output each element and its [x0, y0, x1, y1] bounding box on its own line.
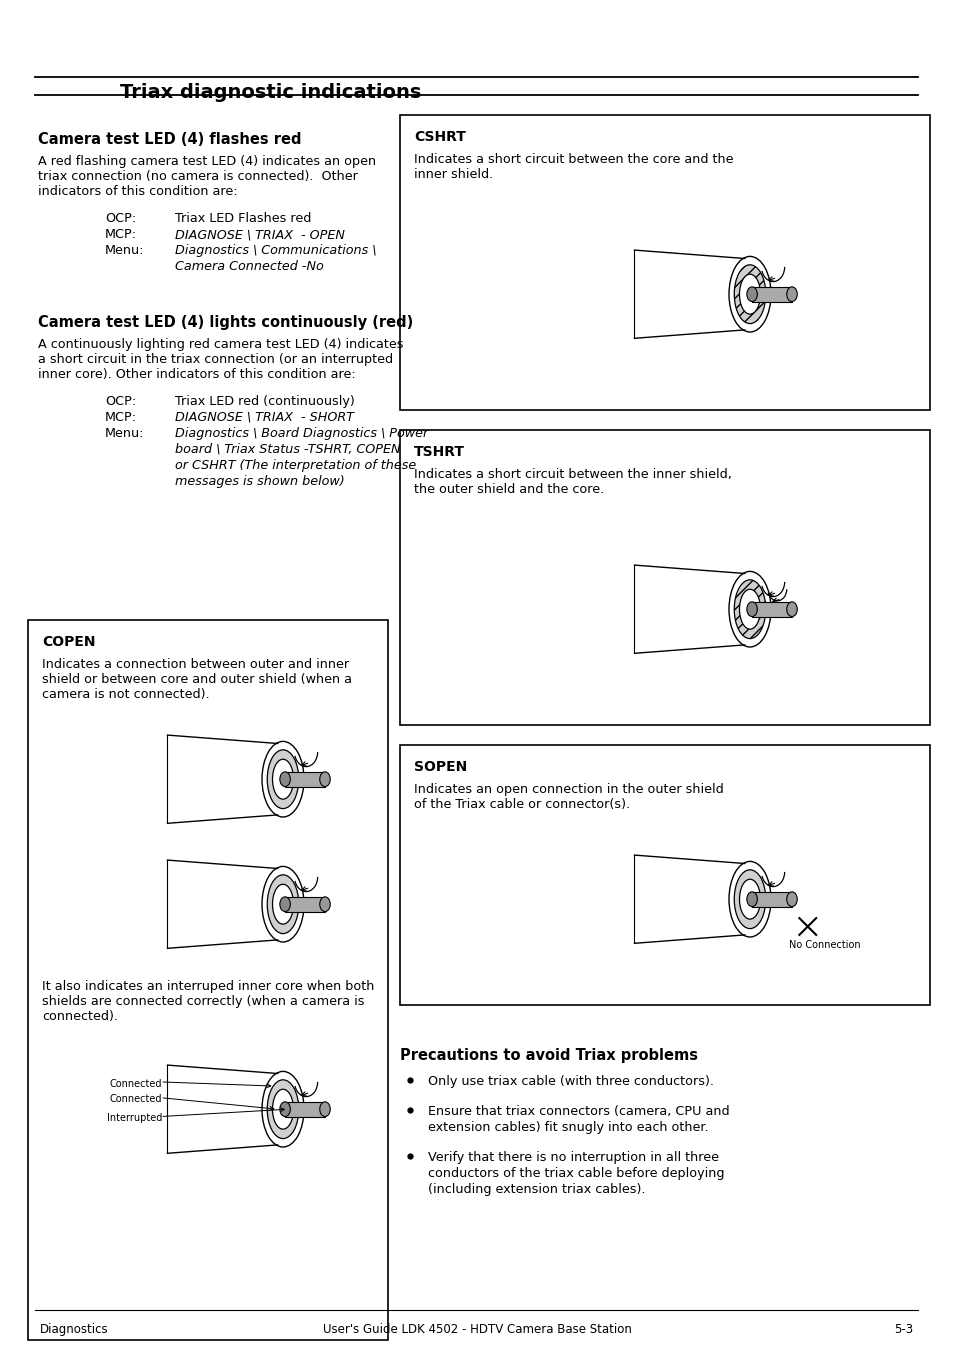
- Bar: [28, 620, 388, 1340]
- Text: Camera test LED (4) flashes red: Camera test LED (4) flashes red: [38, 132, 301, 147]
- Text: 5-3: 5-3: [893, 1323, 912, 1336]
- Ellipse shape: [267, 875, 298, 934]
- Bar: [751, 286, 791, 301]
- Ellipse shape: [786, 892, 797, 907]
- Text: Camera Connected -No: Camera Connected -No: [174, 259, 323, 273]
- Text: SOPEN: SOPEN: [414, 761, 467, 774]
- Ellipse shape: [279, 771, 290, 786]
- Ellipse shape: [319, 1102, 330, 1116]
- Ellipse shape: [273, 885, 294, 924]
- Ellipse shape: [267, 750, 298, 809]
- Text: or CSHRT (The interpretation of these: or CSHRT (The interpretation of these: [174, 459, 416, 471]
- Text: It also indicates an interruped inner core when both
shields are connected corre: It also indicates an interruped inner co…: [42, 979, 374, 1023]
- Text: OCP:: OCP:: [105, 394, 136, 408]
- Text: DIAGNOSE \ TRIAX  - OPEN: DIAGNOSE \ TRIAX - OPEN: [174, 228, 345, 240]
- Text: Precautions to avoid Triax problems: Precautions to avoid Triax problems: [399, 1048, 698, 1063]
- Ellipse shape: [786, 286, 797, 301]
- Text: DIAGNOSE \ TRIAX  - SHORT: DIAGNOSE \ TRIAX - SHORT: [174, 411, 354, 424]
- Text: conductors of the triax cable before deploying: conductors of the triax cable before dep…: [428, 1167, 723, 1179]
- Text: board \ Triax Status -TSHRT, COPEN: board \ Triax Status -TSHRT, COPEN: [174, 443, 400, 457]
- Text: Verify that there is no interruption in all three: Verify that there is no interruption in …: [428, 1151, 719, 1165]
- Ellipse shape: [319, 771, 330, 786]
- Text: (including extension triax cables).: (including extension triax cables).: [428, 1183, 645, 1196]
- Text: TSHRT: TSHRT: [414, 444, 464, 459]
- Ellipse shape: [786, 601, 797, 616]
- Text: Ensure that triax connectors (camera, CPU and: Ensure that triax connectors (camera, CP…: [428, 1105, 729, 1119]
- Text: User's Guide LDK 4502 - HDTV Camera Base Station: User's Guide LDK 4502 - HDTV Camera Base…: [322, 1323, 631, 1336]
- Text: CSHRT: CSHRT: [414, 130, 465, 145]
- Text: MCP:: MCP:: [105, 228, 137, 240]
- Text: A red flashing camera test LED (4) indicates an open
triax connection (no camera: A red flashing camera test LED (4) indic…: [38, 155, 375, 199]
- Text: COPEN: COPEN: [42, 635, 95, 648]
- Ellipse shape: [734, 265, 765, 324]
- Ellipse shape: [728, 257, 770, 332]
- Ellipse shape: [319, 897, 330, 912]
- Ellipse shape: [739, 880, 760, 919]
- Text: Menu:: Menu:: [105, 245, 144, 257]
- Ellipse shape: [734, 580, 765, 639]
- Text: Indicates a short circuit between the inner shield,
the outer shield and the cor: Indicates a short circuit between the in…: [414, 467, 731, 496]
- Text: Triax diagnostic indications: Triax diagnostic indications: [120, 82, 421, 101]
- Text: A continuously lighting red camera test LED (4) indicates
a short circuit in the: A continuously lighting red camera test …: [38, 338, 403, 381]
- Ellipse shape: [273, 1089, 294, 1129]
- Text: Diagnostics: Diagnostics: [40, 1323, 109, 1336]
- Ellipse shape: [728, 862, 770, 938]
- Text: Triax LED Flashes red: Triax LED Flashes red: [174, 212, 311, 226]
- Text: OCP:: OCP:: [105, 212, 136, 226]
- Ellipse shape: [746, 286, 757, 301]
- Ellipse shape: [262, 1071, 304, 1147]
- Bar: [751, 601, 791, 616]
- Text: No Connection: No Connection: [788, 940, 860, 950]
- Ellipse shape: [279, 1102, 290, 1116]
- Text: Connected: Connected: [110, 1094, 162, 1105]
- Ellipse shape: [267, 1079, 298, 1139]
- Text: extension cables) fit snugly into each other.: extension cables) fit snugly into each o…: [428, 1121, 708, 1133]
- Ellipse shape: [746, 601, 757, 616]
- Ellipse shape: [279, 897, 290, 912]
- Bar: [399, 744, 929, 1005]
- Text: messages is shown below): messages is shown below): [174, 476, 344, 488]
- Text: Interrupted: Interrupted: [107, 1113, 162, 1124]
- Ellipse shape: [746, 892, 757, 907]
- Text: MCP:: MCP:: [105, 411, 137, 424]
- Ellipse shape: [739, 589, 760, 630]
- Bar: [399, 430, 929, 725]
- Text: Diagnostics \ Board Diagnostics \ Power: Diagnostics \ Board Diagnostics \ Power: [174, 427, 428, 440]
- Text: Indicates a connection between outer and inner
shield or between core and outer : Indicates a connection between outer and…: [42, 658, 352, 701]
- Bar: [285, 1102, 325, 1116]
- Bar: [285, 897, 325, 912]
- Ellipse shape: [739, 274, 760, 315]
- Ellipse shape: [728, 571, 770, 647]
- Ellipse shape: [734, 870, 765, 928]
- Bar: [399, 115, 929, 409]
- Text: Connected: Connected: [110, 1078, 162, 1089]
- Text: Diagnostics \ Communications \: Diagnostics \ Communications \: [174, 245, 376, 257]
- Text: Indicates a short circuit between the core and the
inner shield.: Indicates a short circuit between the co…: [414, 153, 733, 181]
- Ellipse shape: [262, 866, 304, 942]
- Bar: [751, 892, 791, 907]
- Ellipse shape: [262, 742, 304, 817]
- Text: Only use triax cable (with three conductors).: Only use triax cable (with three conduct…: [428, 1075, 713, 1088]
- Text: Camera test LED (4) lights continuously (red): Camera test LED (4) lights continuously …: [38, 315, 413, 330]
- Ellipse shape: [273, 759, 294, 800]
- Text: Menu:: Menu:: [105, 427, 144, 440]
- Text: Indicates an open connection in the outer shield
of the Triax cable or connector: Indicates an open connection in the oute…: [414, 784, 723, 811]
- Text: Triax LED red (continuously): Triax LED red (continuously): [174, 394, 355, 408]
- Bar: [285, 771, 325, 786]
